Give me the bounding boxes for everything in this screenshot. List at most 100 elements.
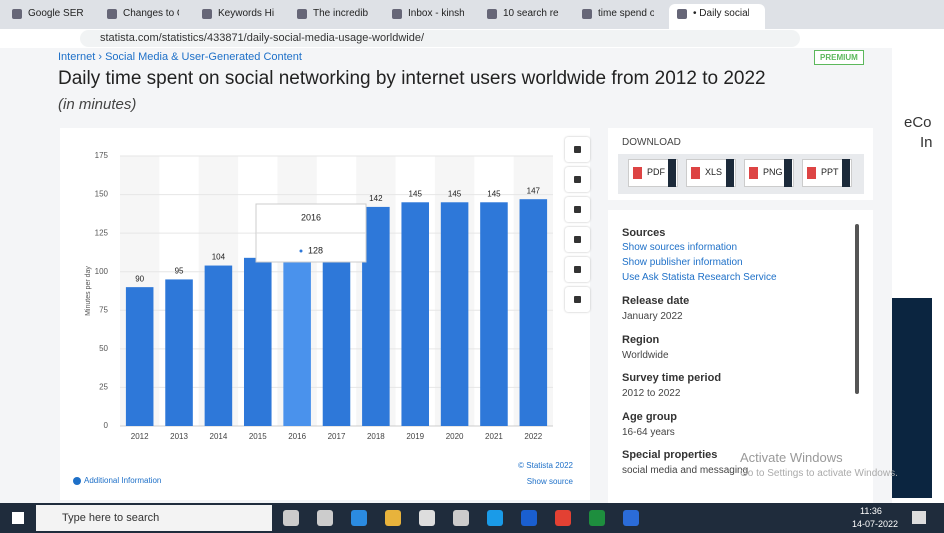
scrollbar xyxy=(855,224,859,394)
details-card: Sources Show sources information Show publ… xyxy=(608,210,873,503)
tab-icon xyxy=(12,9,22,19)
crumb[interactable]: Social Media & User-Generated Content xyxy=(105,51,302,63)
source-link[interactable]: Use Ask Statista Research Service xyxy=(622,272,777,283)
watermark-text: Go to Settings to activate Windows. xyxy=(740,468,898,479)
start-button[interactable] xyxy=(12,512,24,524)
y-tick-label: 0 xyxy=(104,421,109,430)
tab-title[interactable]: time spend o xyxy=(598,8,654,19)
bar xyxy=(519,199,548,426)
taskbar-app[interactable] xyxy=(555,510,571,526)
bar xyxy=(165,279,193,426)
taskbar-app[interactable] xyxy=(623,510,639,526)
tab-icon xyxy=(582,9,592,19)
tool-button[interactable] xyxy=(565,257,590,282)
x-tick-label: 2012 xyxy=(131,432,149,441)
chart: 0 25 50 75 100 125 150 175 Minutes per day 2012 90… xyxy=(73,151,574,486)
ad: eCo In xyxy=(892,48,944,503)
field-value: social media and messaging xyxy=(622,465,749,476)
address-bar: statista.com/statistics/433871/daily-soc… xyxy=(0,29,944,49)
file-icon xyxy=(633,167,642,179)
taskbar-app[interactable] xyxy=(419,510,435,526)
x-tick-label: 2019 xyxy=(406,432,424,441)
taskbar: Type here to search 11:36 14-07-2022 xyxy=(0,503,944,533)
tab-title[interactable]: • Daily social xyxy=(693,8,749,19)
tab-title[interactable]: Changes to G xyxy=(123,8,179,19)
y-tick-label: 125 xyxy=(95,228,109,237)
taskbar-app[interactable] xyxy=(453,510,469,526)
tool-button[interactable] xyxy=(565,137,590,162)
file-icon xyxy=(807,167,816,179)
file-icon xyxy=(749,167,758,179)
tool-button[interactable] xyxy=(565,197,590,222)
url-box[interactable] xyxy=(80,30,800,47)
file-icon xyxy=(691,167,700,179)
taskbar-app[interactable] xyxy=(317,510,333,526)
taskbar-app[interactable] xyxy=(283,510,299,526)
format: PNG xyxy=(763,167,783,177)
tab-title[interactable]: Keywords Hi xyxy=(218,8,274,19)
data-label: 145 xyxy=(448,189,462,198)
bar xyxy=(480,202,508,426)
format: PPT xyxy=(821,167,839,177)
x-tick-label: 2020 xyxy=(446,432,464,441)
additional-info: Additional Information xyxy=(84,476,161,485)
search-box[interactable] xyxy=(36,505,272,531)
tab-title[interactable]: Inbox - kinsh xyxy=(408,8,464,19)
tab-icon xyxy=(392,9,402,19)
tab-icon xyxy=(487,9,497,19)
field-label: Release date xyxy=(622,295,690,307)
ad-text: eCo xyxy=(904,114,932,131)
bar xyxy=(204,265,233,426)
url: statista.com/statistics/433871/daily-soc… xyxy=(100,32,425,44)
taskbar-app[interactable] xyxy=(351,510,367,526)
tab-title[interactable]: The incredib xyxy=(313,8,369,19)
bar xyxy=(243,257,272,426)
y-tick-label: 50 xyxy=(99,344,108,353)
tool-button[interactable] xyxy=(565,167,590,192)
source-link[interactable]: Show publisher information xyxy=(622,257,743,268)
tab-title[interactable]: Google SERP xyxy=(28,8,84,19)
plus-tab xyxy=(842,159,850,187)
taskbar-app[interactable] xyxy=(385,510,401,526)
tool-button[interactable] xyxy=(565,287,590,312)
field-label: Region xyxy=(622,333,660,346)
x-tick-label: 2013 xyxy=(170,432,188,441)
y-tick-label: 75 xyxy=(99,305,108,314)
tab-icon xyxy=(107,9,117,19)
bar xyxy=(401,202,430,426)
data-label: 90 xyxy=(135,274,144,283)
breadcrumb: Internet › Social Media & User-Generated… xyxy=(58,51,302,63)
premium-badge: PREMIUM xyxy=(814,50,864,65)
tab-icon xyxy=(677,9,687,19)
field-label: Survey time period xyxy=(622,372,722,384)
x-tick-label: 2016 xyxy=(288,432,306,441)
bar xyxy=(362,206,390,426)
tool-icon xyxy=(574,146,581,153)
subtitle: (in minutes) xyxy=(58,96,137,113)
data-label: 145 xyxy=(487,189,501,198)
data-label: 104 xyxy=(212,253,226,262)
taskbar-app[interactable] xyxy=(521,510,537,526)
taskbar-app[interactable] xyxy=(589,510,605,526)
tool-button[interactable] xyxy=(565,227,590,252)
bar xyxy=(440,202,469,426)
x-tick-label: 2014 xyxy=(210,432,228,441)
x-tick-label: 2021 xyxy=(485,432,503,441)
crumb[interactable]: Internet xyxy=(58,51,96,63)
y-axis-label: Minutes per day xyxy=(85,266,92,316)
show-source: Show source xyxy=(527,477,574,486)
ad-image xyxy=(892,298,932,498)
tool-icon xyxy=(574,236,581,243)
credit: © Statista 2022 xyxy=(518,461,573,470)
tab-title[interactable]: 10 search re xyxy=(503,8,559,19)
source-link[interactable]: Show sources information xyxy=(622,242,738,253)
taskbar-app[interactable] xyxy=(487,510,503,526)
format: XLS xyxy=(705,167,723,177)
field-value: 2012 to 2022 xyxy=(622,388,681,399)
notification[interactable] xyxy=(912,511,926,524)
info-icon xyxy=(73,477,81,485)
search-text: Type here to search xyxy=(62,512,160,524)
sources-title: Sources xyxy=(622,227,666,239)
title: Daily time spent on social networking by… xyxy=(58,68,766,89)
